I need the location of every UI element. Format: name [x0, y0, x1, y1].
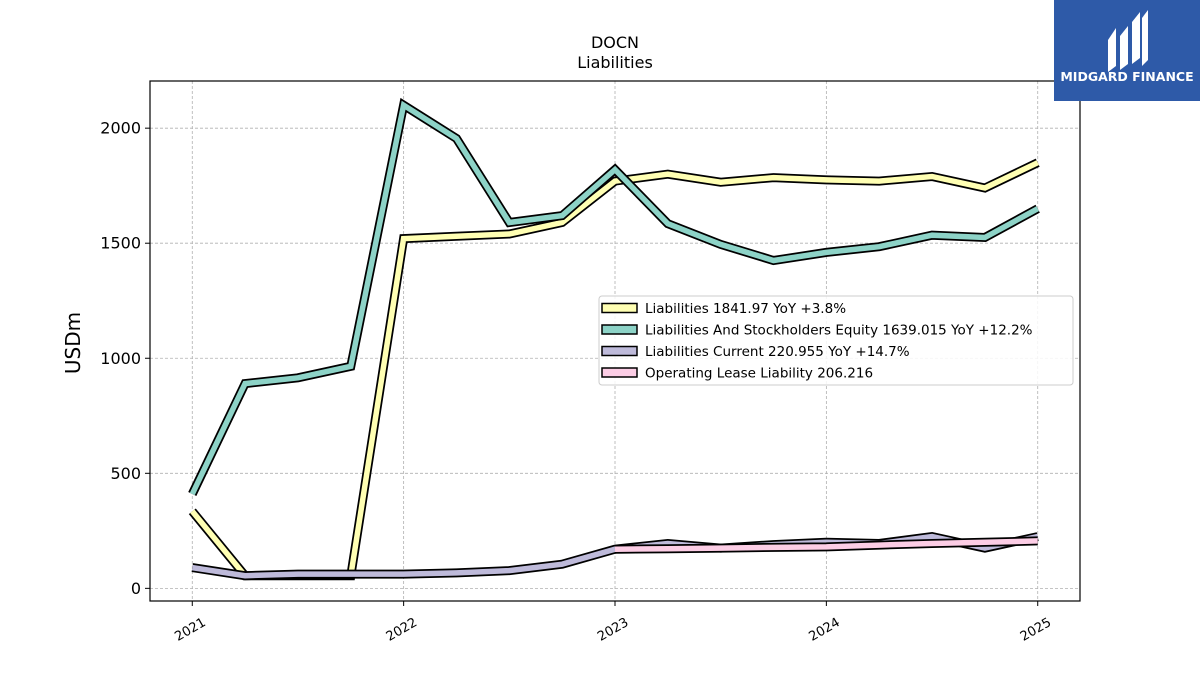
y-tick-label: 500 — [110, 464, 141, 483]
legend-swatch — [601, 367, 638, 378]
chart-title: DOCN — [591, 33, 639, 52]
legend-swatch — [601, 324, 638, 335]
legend-box — [598, 295, 1074, 386]
legend: Liabilities 1841.97 YoY +3.8% Liabilities… — [598, 295, 1074, 386]
x-tick-label: 2021 — [172, 615, 208, 645]
x-tick-label: 2022 — [384, 615, 420, 645]
x-tick-label: 2025 — [1018, 615, 1054, 645]
x-tick-label: 2024 — [807, 615, 843, 645]
x-tick-label: 2023 — [595, 615, 631, 645]
y-tick-label: 2000 — [100, 119, 141, 138]
legend-label: Liabilities And Stockholders Equity 1639… — [645, 323, 1033, 339]
brand-logo: MIDGARD FINANCE — [1054, 0, 1200, 101]
chart-subtitle: Liabilities — [577, 53, 653, 72]
logo-icon — [1108, 10, 1148, 72]
series-line-operating-lease-liability — [614, 538, 1038, 552]
y-axis-label: USDm — [61, 312, 85, 374]
y-tick-label: 1500 — [100, 234, 141, 253]
series-line-liabilities-and-stockholders-equity — [189, 100, 1040, 496]
legend-label: Liabilities Current 220.955 YoY +14.7% — [645, 344, 910, 360]
logo-text: MIDGARD FINANCE — [1060, 69, 1193, 84]
y-tick-label: 1000 — [100, 349, 141, 368]
legend-label: Operating Lease Liability 206.216 — [645, 366, 873, 382]
legend-label: Liabilities 1841.97 YoY +3.8% — [645, 301, 846, 317]
legend-swatch — [601, 345, 638, 357]
legend-swatch — [601, 302, 638, 314]
series-lines — [188, 97, 1040, 581]
y-tick-label: 0 — [131, 579, 141, 598]
